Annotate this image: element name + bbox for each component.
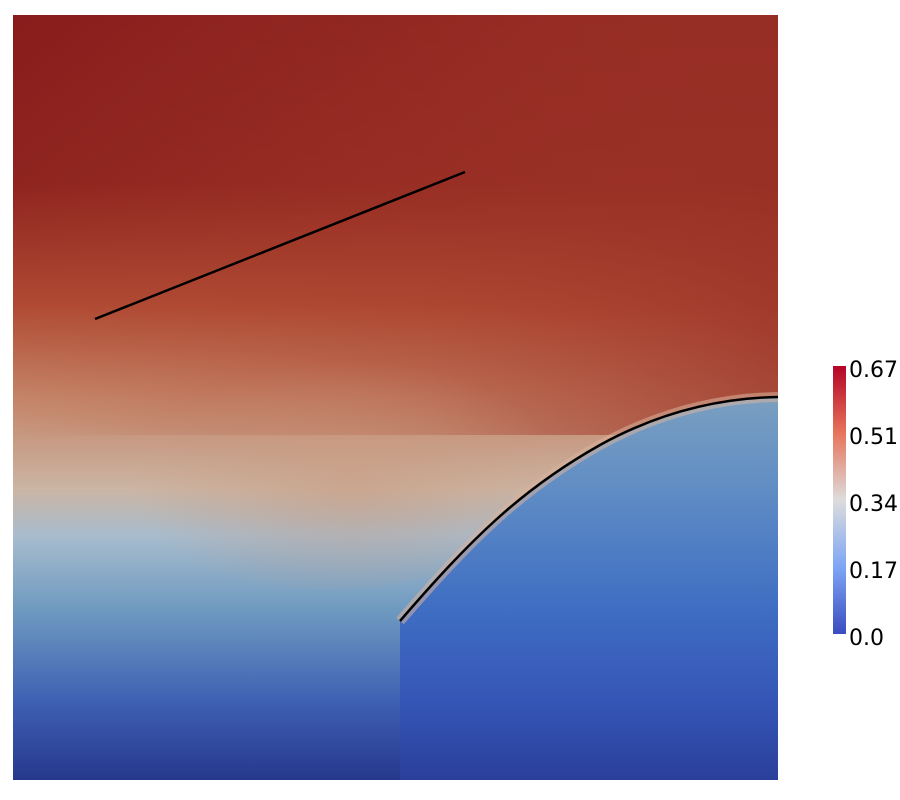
straight-crack <box>94 170 466 321</box>
colorbar: 0.67 0.51 0.34 0.17 0.0 <box>833 358 898 651</box>
colorbar-gradient <box>833 366 846 634</box>
curved-crack <box>399 395 779 622</box>
colorbar-tick-4: 0.0 <box>849 626 884 651</box>
plot-area <box>13 15 778 780</box>
colorbar-tick-1: 0.51 <box>849 425 898 450</box>
colorbar-tick-2: 0.34 <box>849 492 898 517</box>
colorbar-tick-0: 0.67 <box>849 358 898 383</box>
field-cold-region <box>400 397 778 780</box>
colorbar-tick-3: 0.17 <box>849 559 898 584</box>
field-warm-region <box>110 350 550 590</box>
